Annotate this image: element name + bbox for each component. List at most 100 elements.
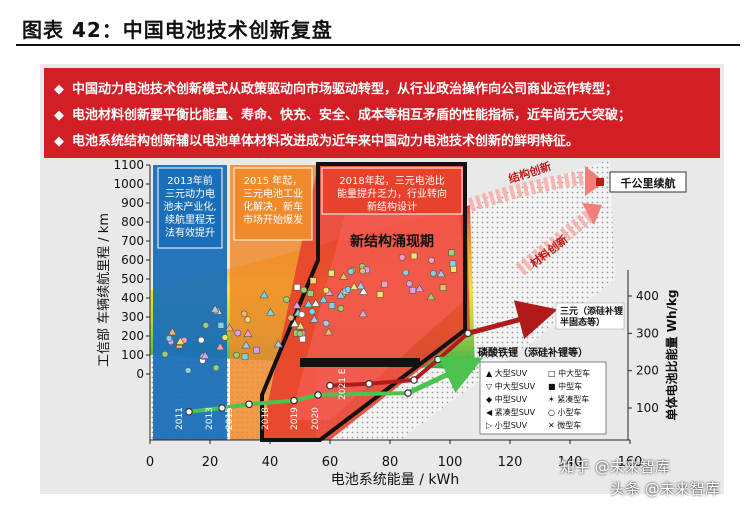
vehicle-point bbox=[233, 351, 240, 359]
banner-line-2-text: 电池材料创新要平衡比能量、寿命、快充、安全、成本等相互矛盾的性能指标，近年尚无大… bbox=[72, 108, 632, 123]
vehicle-point bbox=[409, 286, 417, 294]
summary-banner: ◆ 中国动力电池技术创新模式从政策驱动向市场驱动转型，从行业政治操作向公司商业运作… bbox=[44, 68, 720, 158]
banner-line-3: ◆ 电池系统结构创新辅以电池单体材料改进成为近年来中国动力电池技术创新的鲜明特征。 bbox=[54, 130, 579, 149]
vehicle-point bbox=[308, 308, 316, 315]
year-label: 2013 bbox=[205, 407, 215, 430]
annotation-2013: 2013年前三元动力电池未产业化,续航里程无法有效提升 bbox=[157, 167, 223, 249]
vehicle-point bbox=[197, 336, 205, 344]
thousand-km-badge: 千公里续航 bbox=[596, 171, 687, 193]
title-bar: 图表 42：中国电池技术创新复盘 bbox=[16, 10, 740, 46]
series-line-lfp bbox=[188, 391, 409, 414]
x-tick-label: 60 bbox=[322, 455, 339, 470]
year-label: 2011 bbox=[175, 407, 185, 430]
annotation-line: 市场开始爆发 bbox=[243, 213, 303, 226]
vehicle-point bbox=[398, 254, 406, 261]
vehicle-point bbox=[359, 286, 369, 295]
vehicle-point bbox=[296, 330, 304, 337]
banner-line-1-text: 中国动力电池技术创新模式从政策驱动向市场驱动转型，从行业政治操作向公司商业运作转… bbox=[72, 82, 619, 97]
y-tick-label: 800 bbox=[121, 215, 144, 229]
annotation-line: 2015 年起， bbox=[244, 174, 303, 187]
y-tick-label: 600 bbox=[121, 253, 144, 267]
ternary-label: 三元（添硅补锂半固态等） bbox=[555, 302, 625, 330]
vehicle-point bbox=[303, 299, 313, 308]
vehicle-point bbox=[406, 280, 413, 287]
y-tick-label: 1100 bbox=[113, 158, 144, 172]
year-label: 2020 bbox=[311, 407, 321, 430]
diamond-bullet-icon: ◆ bbox=[54, 108, 64, 123]
zone-2018-inner bbox=[290, 210, 465, 420]
vehicle-point bbox=[217, 322, 225, 329]
y-tick-label: 700 bbox=[121, 234, 144, 248]
y-tick-label: 1000 bbox=[113, 177, 144, 191]
vehicle-point bbox=[356, 281, 366, 290]
annotation-line: 三元动力电 bbox=[165, 187, 215, 200]
vehicle-point bbox=[347, 268, 355, 275]
annotation-line: 2013年前 bbox=[167, 174, 212, 187]
vehicle-point bbox=[244, 316, 252, 323]
annotation-line: 化解决，新车 bbox=[243, 200, 303, 213]
vehicle-point bbox=[215, 342, 225, 351]
x-tick-label: 20 bbox=[202, 455, 219, 470]
diamond-bullet-icon: ◆ bbox=[54, 82, 64, 97]
vehicle-point bbox=[410, 252, 418, 260]
vehicle-point bbox=[328, 302, 336, 309]
series-point bbox=[410, 376, 418, 384]
vehicle-point bbox=[225, 323, 235, 332]
vehicle-point bbox=[336, 290, 346, 299]
svg-text:三元（添硅补锂半固态等）: 三元（添硅补锂半固态等） bbox=[560, 305, 623, 328]
year-label: 2015 bbox=[225, 407, 235, 430]
year-label: 2021 E bbox=[338, 368, 348, 400]
vehicle-point bbox=[328, 269, 335, 277]
vehicle-point bbox=[240, 310, 248, 318]
vehicle-point bbox=[376, 291, 384, 298]
svg-text:2018年起，三元电池比能量提升乏力，行业转向新结构设计: 2018年起，三元电池比能量提升乏力，行业转向新结构设计 bbox=[337, 174, 447, 213]
vehicle-point bbox=[290, 319, 300, 328]
y-tick-label: 0 bbox=[136, 367, 144, 381]
vehicle-point bbox=[448, 249, 455, 257]
vehicle-point bbox=[429, 269, 437, 277]
legend-item: ■ 中型车 bbox=[548, 381, 582, 391]
legend-item: ✶ 紧凑型车 bbox=[548, 394, 589, 404]
x-tick-label: 160 bbox=[618, 455, 643, 470]
annotation-line: 法有效提升 bbox=[165, 226, 215, 239]
new-structure-label: 新结构涌现期 bbox=[350, 233, 434, 250]
annotation-line: 三元电池工业 bbox=[243, 187, 303, 200]
series-point bbox=[314, 391, 322, 399]
x-tick-label: 120 bbox=[498, 455, 523, 470]
vehicle-point bbox=[428, 257, 435, 264]
y-tick-label: 900 bbox=[121, 196, 144, 210]
vehicle-point bbox=[414, 284, 425, 292]
vehicle-point bbox=[381, 280, 389, 288]
x-tick-label: 140 bbox=[558, 455, 583, 470]
y-tick-label: 500 bbox=[121, 272, 144, 286]
vehicle-point bbox=[212, 364, 220, 372]
series-point bbox=[365, 379, 373, 388]
x-tick-label: 40 bbox=[262, 455, 279, 470]
vehicle-point bbox=[161, 350, 169, 358]
vehicle-point bbox=[202, 322, 210, 329]
vehicle-point bbox=[309, 314, 319, 323]
y-tick-label: 400 bbox=[121, 291, 144, 305]
series-point bbox=[326, 381, 334, 390]
vehicle-point bbox=[324, 327, 334, 336]
vehicle-point bbox=[318, 294, 328, 303]
annotation-line: 能量提升乏力，行业转向 bbox=[337, 187, 447, 200]
right-tick-label: 300 bbox=[636, 326, 659, 340]
legend-item: ▷ 小型SUV bbox=[486, 421, 528, 430]
series-point bbox=[290, 396, 298, 405]
watermark-toutiao: 头条 @未来智库 bbox=[610, 480, 720, 498]
vehicle-point bbox=[300, 286, 308, 294]
vehicle-point bbox=[243, 328, 253, 337]
x-tick-label: 80 bbox=[382, 455, 399, 470]
x-axis-label: 电池系统能量 / kWh bbox=[331, 472, 459, 488]
vehicle-point bbox=[165, 335, 173, 342]
annotation-line: 池未产业化, bbox=[163, 200, 216, 213]
annotation-line: 半固态等） bbox=[560, 316, 605, 328]
svg-text:2013年前三元动力电池未产业化,续航里程无法有效提升: 2013年前三元动力电池未产业化,续航里程无法有效提升 bbox=[163, 174, 216, 239]
vehicle-point bbox=[439, 284, 447, 291]
series-point bbox=[404, 389, 412, 397]
annotation-line: 2018年起，三元电池比 bbox=[339, 174, 444, 187]
annotation-2015: 2015 年起，三元电池工业化解决，新车市场开始爆发 bbox=[233, 167, 313, 241]
series-point bbox=[218, 404, 226, 412]
svg-text:磷酸铁锂（添硅补锂等）: 磷酸铁锂（添硅补锂等） bbox=[478, 346, 588, 359]
